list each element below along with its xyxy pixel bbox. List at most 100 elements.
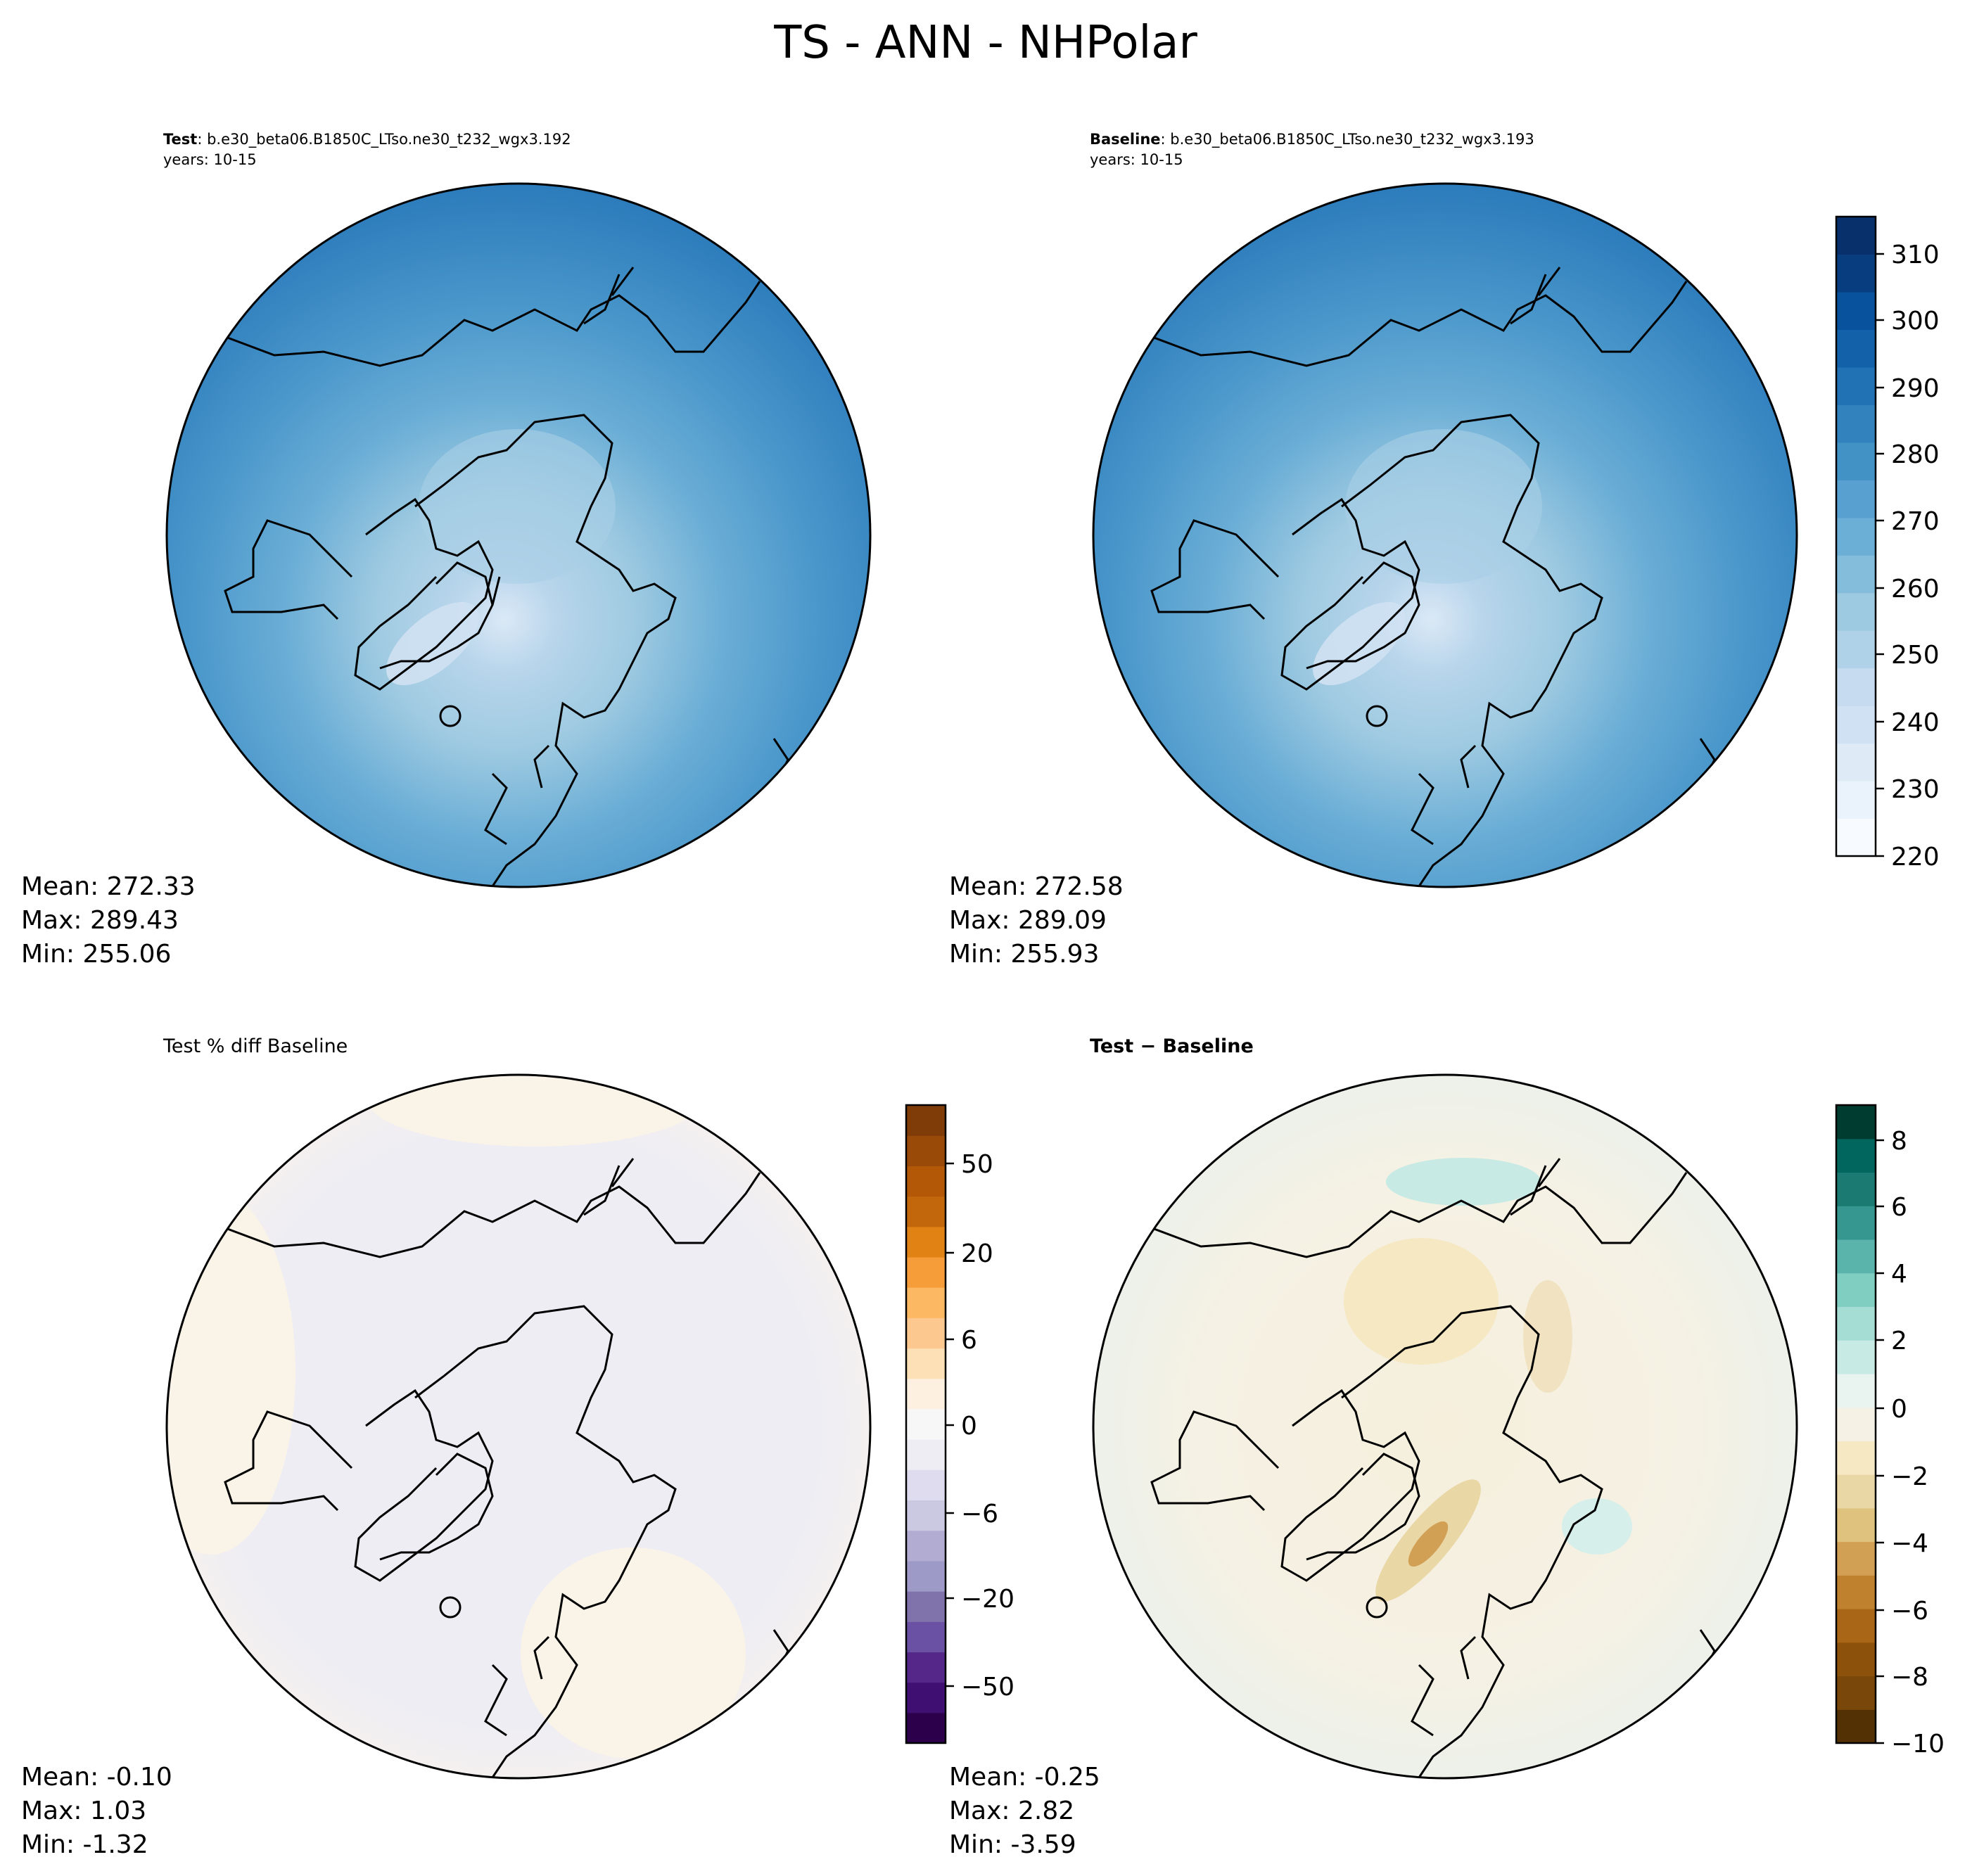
colorbar-diff-tick-label: 6 bbox=[1891, 1193, 1907, 1222]
colorbar-pctdiff-segment bbox=[906, 1317, 946, 1349]
colorbar-pctdiff-segment bbox=[906, 1530, 946, 1562]
map-test bbox=[167, 184, 870, 887]
panel-diff-title: Test − Baseline bbox=[1090, 1035, 1254, 1057]
colorbar-diff-frame bbox=[1835, 1104, 1877, 1744]
colorbar-pctdiff-segment bbox=[906, 1439, 946, 1470]
map-baseline-coastlines bbox=[1150, 267, 1716, 887]
colorbar-blues-segment bbox=[1836, 706, 1876, 744]
panel-diff-mean: Mean: -0.25 bbox=[949, 1763, 1100, 1792]
panel-baseline-title-bold: Baseline bbox=[1090, 131, 1161, 148]
colorbar-pctdiff-tick-label: 6 bbox=[961, 1326, 977, 1355]
colorbar-pctdiff-segment bbox=[906, 1287, 946, 1318]
colorbar-blues-tick-label: 240 bbox=[1891, 708, 1940, 737]
colorbar-blues-segment bbox=[1836, 442, 1876, 480]
panel-diff-min: Min: -3.59 bbox=[949, 1830, 1076, 1859]
panel-baseline-title-rest: : b.e30_beta06.B1850C_LTso.ne30_t232_wgx… bbox=[1161, 131, 1534, 148]
colorbar-diff-segment bbox=[1836, 1340, 1876, 1374]
map-test-border bbox=[165, 182, 872, 888]
panel-pctdiff-max: Max: 1.03 bbox=[21, 1797, 146, 1825]
colorbar-blues-segment bbox=[1836, 217, 1876, 255]
map-diff-brown-arctic bbox=[1344, 1238, 1499, 1365]
figure-title: TS - ANN - NHPolar bbox=[773, 17, 1197, 69]
colorbar-diff-segment bbox=[1836, 1373, 1876, 1408]
colorbar-pctdiff-segment bbox=[906, 1652, 946, 1683]
panel-baseline-min: Min: 255.93 bbox=[949, 940, 1099, 969]
colorbar-diff-segment bbox=[1836, 1441, 1876, 1475]
colorbar-diff-segment bbox=[1836, 1676, 1876, 1710]
map-diff-field bbox=[1093, 1075, 1797, 1778]
colorbar-blues-tick-label: 280 bbox=[1891, 440, 1940, 469]
panel-test-title-bold: Test bbox=[163, 131, 197, 148]
colorbar-pctdiff-tick-label: −6 bbox=[961, 1500, 998, 1529]
panel-diff-max: Max: 2.82 bbox=[949, 1797, 1074, 1825]
colorbar-blues-tick-label: 300 bbox=[1891, 307, 1940, 336]
colorbar-diff-segment bbox=[1836, 1407, 1876, 1441]
colorbar-blues-segment bbox=[1836, 517, 1876, 556]
map-diff-coastlines bbox=[1150, 1158, 1716, 1778]
colorbar-blues-segment bbox=[1836, 668, 1876, 706]
panel-test-min: Min: 255.06 bbox=[21, 940, 171, 969]
colorbar-pctdiff-segment bbox=[906, 1621, 946, 1653]
colorbar-blues: 310 300 290 280 270 260 250 240 230 220 bbox=[1835, 215, 1940, 872]
colorbar-pctdiff-segment bbox=[906, 1196, 946, 1227]
colorbar-diff-tick-label: 8 bbox=[1891, 1127, 1907, 1156]
map-pctdiff-border bbox=[165, 1073, 872, 1780]
map-test-greenland-cold bbox=[386, 601, 479, 686]
panel-pctdiff-title: Test % diff Baseline bbox=[163, 1035, 348, 1057]
colorbar-diff-tick-label: −2 bbox=[1891, 1462, 1928, 1491]
map-diff-brown-core bbox=[1408, 1521, 1449, 1567]
colorbar-pctdiff-segment bbox=[906, 1166, 946, 1197]
colorbar-diff-segment bbox=[1836, 1541, 1876, 1576]
colorbar-diff-tick-label: −6 bbox=[1891, 1597, 1928, 1626]
colorbar-diff-segment bbox=[1836, 1306, 1876, 1341]
colorbar-blues-segment bbox=[1836, 743, 1876, 781]
colorbar-pctdiff-segment bbox=[906, 1256, 946, 1288]
map-pctdiff bbox=[167, 1075, 870, 1778]
map-baseline-border bbox=[1092, 182, 1798, 888]
colorbar-pctdiff-segment bbox=[906, 1591, 946, 1622]
colorbar-blues-segment bbox=[1836, 404, 1876, 443]
map-diff-border bbox=[1092, 1073, 1798, 1780]
colorbar-diff-tick-label: −8 bbox=[1891, 1663, 1928, 1692]
panel-test-max: Max: 289.43 bbox=[21, 906, 179, 935]
colorbar-diff-segment bbox=[1836, 1138, 1876, 1173]
map-pctdiff-warm-west bbox=[167, 1189, 295, 1555]
map-baseline-greenland-cold bbox=[1313, 601, 1406, 686]
colorbar-diff-segment bbox=[1836, 1172, 1876, 1206]
colorbar-diff-segment bbox=[1836, 1507, 1876, 1543]
map-pctdiff-coastlines bbox=[223, 1158, 789, 1778]
colorbar-diff-segment bbox=[1836, 1206, 1876, 1240]
colorbar-pctdiff-segment bbox=[906, 1560, 946, 1592]
colorbar-diff-segment bbox=[1836, 1575, 1876, 1609]
colorbar-pctdiff-segment bbox=[906, 1135, 946, 1166]
colorbar-blues-segment bbox=[1836, 480, 1876, 518]
colorbar-blues-segment bbox=[1836, 630, 1876, 669]
map-test-arctic-cold bbox=[419, 429, 616, 584]
colorbar-diff-segment bbox=[1836, 1709, 1876, 1744]
map-baseline-arctic-cold bbox=[1345, 429, 1542, 584]
colorbar-diff-tick-label: 4 bbox=[1891, 1260, 1907, 1289]
colorbar-diff-segment bbox=[1836, 1105, 1876, 1140]
colorbar-pctdiff-segment bbox=[906, 1500, 946, 1531]
colorbar-pctdiff-segment bbox=[906, 1682, 946, 1714]
colorbar-blues-tick-label: 310 bbox=[1891, 241, 1940, 269]
colorbar-pctdiff-segment bbox=[906, 1469, 946, 1501]
map-diff-teal-north bbox=[1386, 1158, 1541, 1206]
colorbar-pctdiff-tick-label: 0 bbox=[961, 1412, 977, 1441]
panel-baseline: Baseline: b.e30_beta06.B1850C_LTso.ne30_… bbox=[949, 131, 1798, 969]
map-diff-teal-east bbox=[1562, 1498, 1632, 1555]
panel-baseline-title: Baseline: b.e30_beta06.B1850C_LTso.ne30_… bbox=[1090, 131, 1534, 148]
colorbar-pctdiff-segment bbox=[906, 1348, 946, 1379]
colorbar-blues-frame bbox=[1835, 215, 1877, 857]
colorbar-blues-segment bbox=[1836, 781, 1876, 819]
map-pctdiff-warm-south bbox=[521, 1548, 746, 1759]
map-diff bbox=[1093, 1075, 1797, 1778]
colorbar-blues-segment bbox=[1836, 592, 1876, 631]
colorbar-blues-segment bbox=[1836, 366, 1876, 405]
colorbar-blues-segment bbox=[1836, 818, 1876, 857]
colorbar-blues-tick-label: 230 bbox=[1891, 775, 1940, 804]
colorbar-blues-tick-label: 290 bbox=[1891, 374, 1940, 403]
colorbar-diff-tick-label: −10 bbox=[1891, 1730, 1945, 1759]
panel-baseline-mean: Mean: 272.58 bbox=[949, 872, 1124, 901]
map-baseline bbox=[1093, 184, 1797, 887]
